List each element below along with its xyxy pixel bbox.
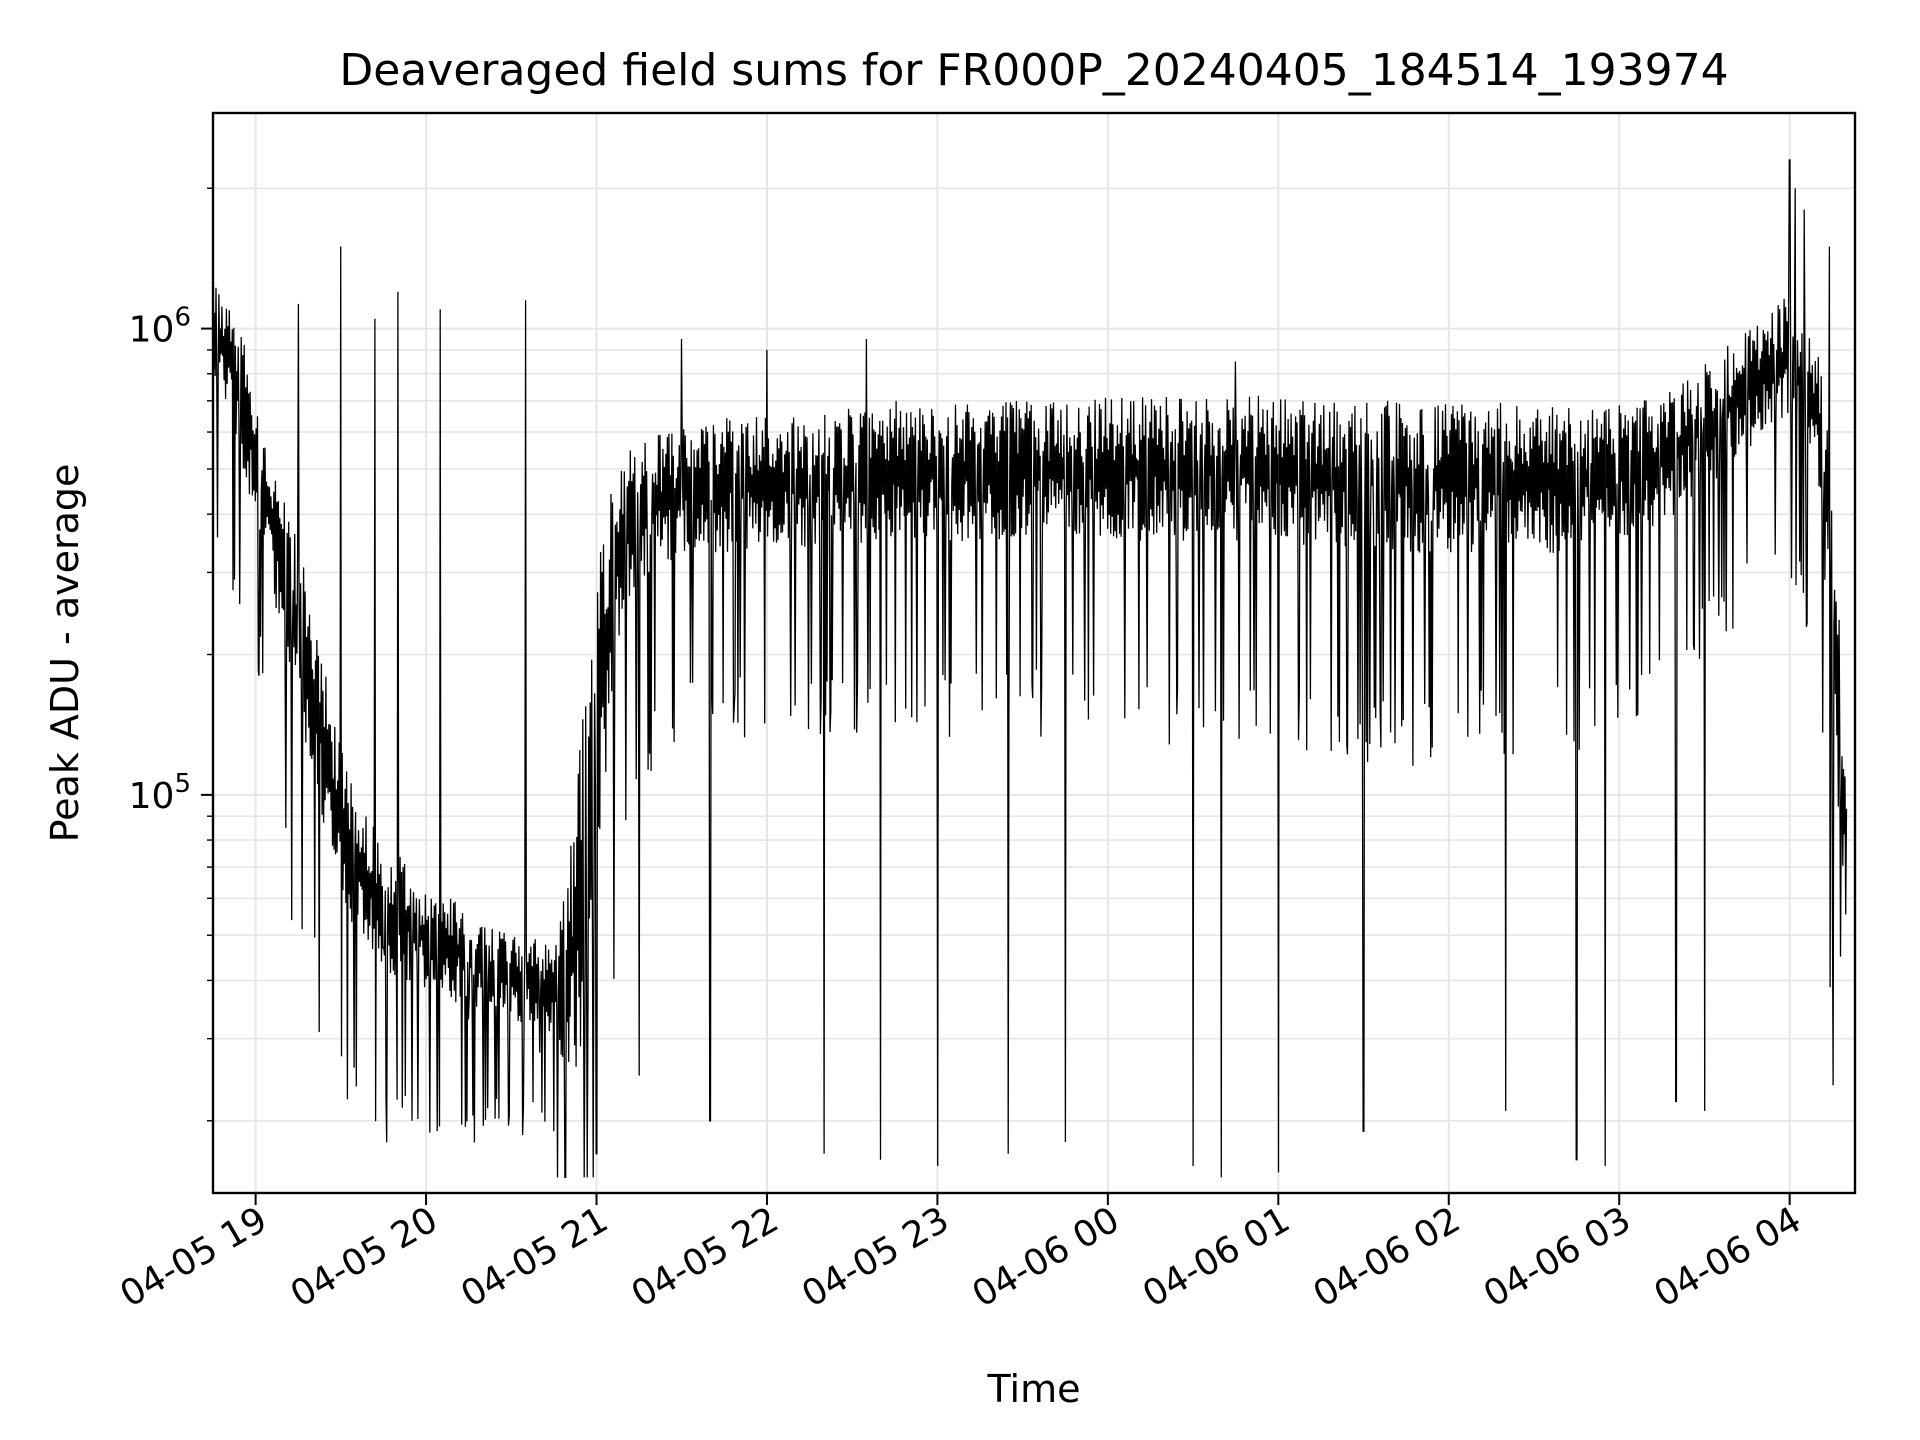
chart-title: Deaveraged field sums for FR000P_2024040… [339, 45, 1728, 96]
y-tick-label-exponent: 5 [174, 769, 191, 799]
y-tick-label-base: 10 [129, 776, 175, 817]
series-line [212, 159, 1848, 1179]
y-axis-label: Peak ADU - average [43, 464, 87, 843]
x-axis-label: Time [987, 1367, 1081, 1411]
y-tick-label: 105 [129, 769, 191, 817]
data-series [212, 159, 1848, 1179]
y-tick-label: 106 [129, 303, 191, 351]
y-tick-label-exponent: 6 [174, 303, 191, 333]
y-tick-label-base: 10 [129, 310, 175, 351]
plot-frame [211, 111, 1857, 1195]
